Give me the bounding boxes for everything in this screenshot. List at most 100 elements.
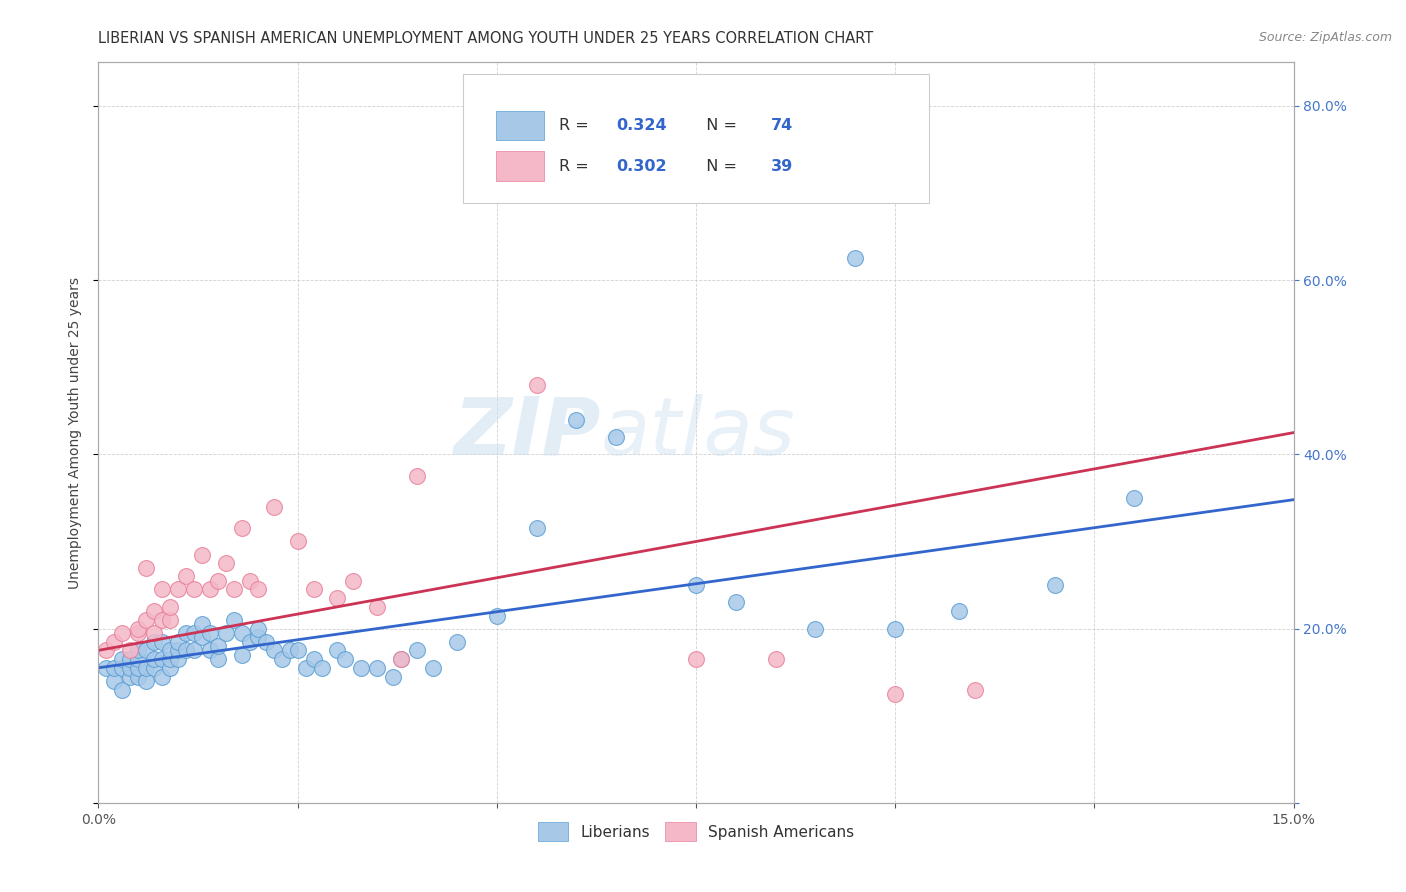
Point: [263, 500, 285, 514]
Point: [135, 673, 157, 688]
Point: [246, 622, 269, 636]
Point: [143, 626, 166, 640]
Point: [1123, 491, 1146, 505]
Point: [150, 652, 173, 666]
Point: [120, 652, 142, 666]
Point: [884, 622, 907, 636]
Point: [167, 652, 190, 666]
Point: [127, 669, 149, 683]
Point: [246, 630, 269, 644]
Point: [159, 599, 181, 614]
Point: [111, 652, 134, 666]
FancyBboxPatch shape: [463, 73, 929, 203]
Point: [135, 613, 157, 627]
Text: R =: R =: [558, 118, 593, 133]
Point: [120, 643, 142, 657]
Point: [605, 430, 627, 444]
Point: [103, 673, 125, 688]
Point: [724, 595, 747, 609]
Point: [143, 652, 166, 666]
Text: R =: R =: [558, 159, 593, 174]
Point: [342, 574, 364, 588]
Point: [111, 661, 134, 675]
Point: [222, 613, 245, 627]
Point: [366, 599, 388, 614]
Text: 74: 74: [772, 118, 793, 133]
Text: N =: N =: [696, 159, 742, 174]
Point: [150, 582, 173, 597]
Point: [143, 634, 166, 648]
Point: [174, 569, 197, 583]
Point: [207, 652, 229, 666]
Point: [167, 634, 190, 648]
Text: Source: ZipAtlas.com: Source: ZipAtlas.com: [1258, 31, 1392, 45]
Point: [159, 661, 181, 675]
Point: [127, 626, 149, 640]
Point: [246, 582, 269, 597]
Point: [135, 560, 157, 574]
Point: [350, 661, 373, 675]
Point: [167, 582, 190, 597]
Text: N =: N =: [696, 118, 742, 133]
Point: [143, 661, 166, 675]
Point: [804, 622, 827, 636]
Point: [605, 182, 627, 196]
Point: [231, 521, 253, 535]
Point: [231, 648, 253, 662]
Point: [174, 643, 197, 657]
Point: [270, 652, 292, 666]
Point: [685, 578, 707, 592]
Text: 0.324: 0.324: [616, 118, 666, 133]
Point: [844, 252, 866, 266]
Point: [485, 608, 508, 623]
Point: [287, 643, 309, 657]
Point: [174, 626, 197, 640]
Point: [103, 634, 125, 648]
Point: [311, 661, 333, 675]
Point: [526, 521, 548, 535]
Point: [239, 574, 262, 588]
Point: [183, 643, 205, 657]
Point: [159, 613, 181, 627]
Point: [207, 639, 229, 653]
Point: [231, 626, 253, 640]
Point: [198, 626, 221, 640]
Point: [127, 622, 149, 636]
Point: [222, 582, 245, 597]
Point: [159, 643, 181, 657]
Text: atlas: atlas: [600, 393, 796, 472]
Text: LIBERIAN VS SPANISH AMERICAN UNEMPLOYMENT AMONG YOUTH UNDER 25 YEARS CORRELATION: LIBERIAN VS SPANISH AMERICAN UNEMPLOYMEN…: [98, 31, 873, 46]
Point: [254, 634, 277, 648]
Legend: Liberians, Spanish Americans: Liberians, Spanish Americans: [531, 816, 860, 847]
Point: [150, 669, 173, 683]
Point: [183, 626, 205, 640]
Point: [526, 377, 548, 392]
Point: [150, 634, 173, 648]
Point: [565, 412, 588, 426]
Text: 39: 39: [772, 159, 793, 174]
Point: [150, 613, 173, 627]
Point: [96, 643, 118, 657]
Point: [198, 643, 221, 657]
Point: [207, 574, 229, 588]
Point: [159, 652, 181, 666]
Point: [685, 652, 707, 666]
Point: [127, 643, 149, 657]
FancyBboxPatch shape: [496, 152, 544, 181]
Point: [1043, 578, 1066, 592]
Point: [294, 661, 316, 675]
Point: [143, 604, 166, 618]
Point: [884, 687, 907, 701]
Point: [446, 634, 468, 648]
Point: [406, 643, 429, 657]
Point: [335, 652, 357, 666]
Point: [287, 534, 309, 549]
Point: [135, 661, 157, 675]
Point: [215, 556, 238, 570]
Point: [183, 582, 205, 597]
Point: [127, 661, 149, 675]
Point: [135, 643, 157, 657]
Point: [167, 643, 190, 657]
Point: [948, 604, 970, 618]
Text: ZIP: ZIP: [453, 393, 600, 472]
